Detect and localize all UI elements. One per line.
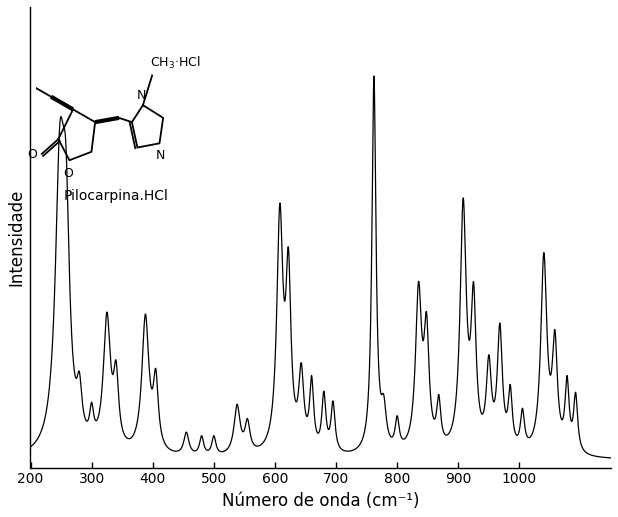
X-axis label: Número de onda (cm⁻¹): Número de onda (cm⁻¹) bbox=[222, 492, 420, 510]
Y-axis label: Intensidade: Intensidade bbox=[7, 189, 25, 286]
